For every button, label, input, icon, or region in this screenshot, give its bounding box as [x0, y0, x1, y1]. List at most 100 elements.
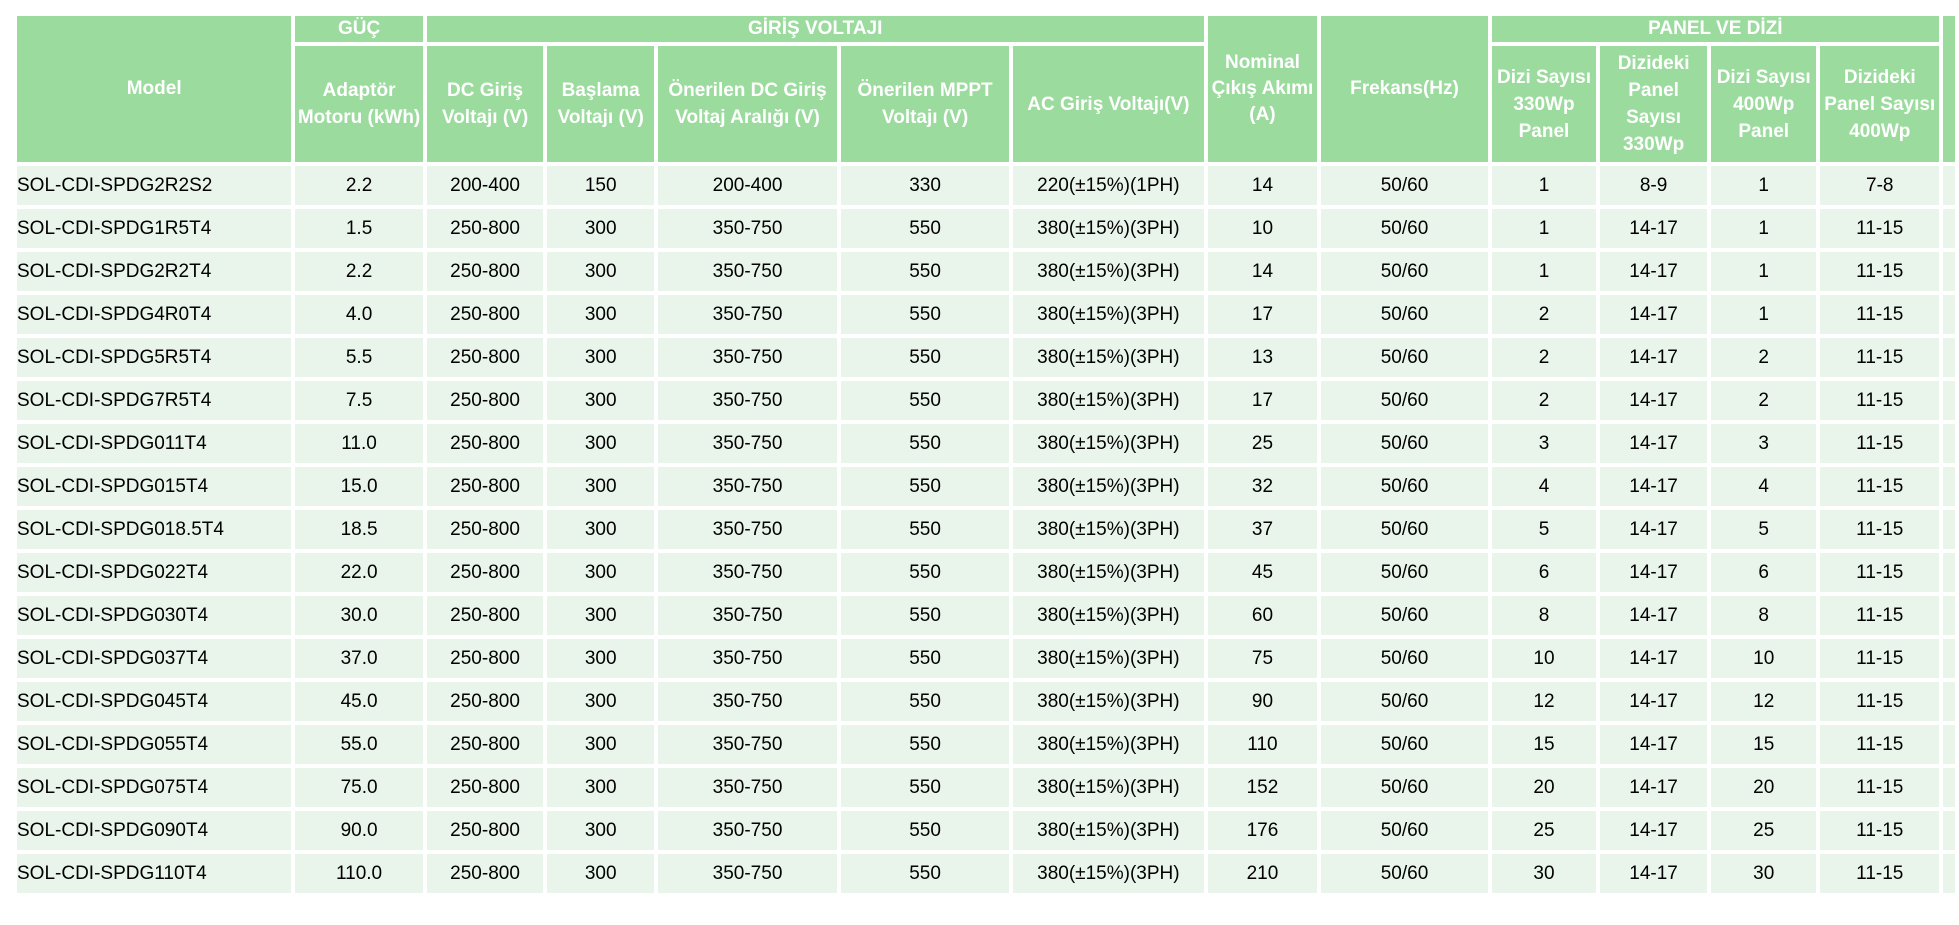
cell-model: SOL-CDI-SPDG011T4 — [17, 424, 292, 463]
cell-value: 14-17 — [1600, 811, 1707, 850]
cell-value: 11-15 — [1820, 252, 1940, 291]
table-row: SOL-CDI-SPDG5R5T4 5.5 250-800 300 350-750 550… — [17, 338, 1955, 377]
cell-value: 550 — [841, 811, 1010, 850]
cell-value: 14-17 — [1600, 295, 1707, 334]
cell-value: 11-15 — [1820, 682, 1940, 721]
cell-value: 350-750 — [658, 725, 838, 764]
table-row: SOL-CDI-SPDG018.5T4 18.5 250-800 300 350-750… — [17, 510, 1955, 549]
column-header-adapter-motor: Adaptör Motoru (kWh) — [295, 46, 423, 162]
cell-value: 50/60 — [1321, 811, 1488, 850]
table-row: SOL-CDI-SPDG090T4 90.0 250-800 300 350-750 55… — [17, 811, 1955, 850]
column-header-array-count-400wp: Dizi Sayısı 400Wp Panel — [1710, 46, 1817, 162]
cell-value: 8 — [1491, 596, 1597, 635]
cell-value: 37.0 — [295, 639, 423, 678]
table-row: SOL-CDI-SPDG022T4 22.0 250-800 300 350-750 55… — [17, 553, 1955, 592]
cell-value: 14-17 — [1600, 424, 1707, 463]
cell-value: 350-750 — [658, 424, 838, 463]
group-header-row: Model GÜÇ GİRİŞ VOLTAJI Nominal Çıkış Ak… — [17, 16, 1955, 162]
cell-value: 350-750 — [658, 596, 838, 635]
cell-value: 300 — [547, 725, 655, 764]
cell-value: 250-800 — [426, 768, 544, 807]
cell-value: 350-750 — [658, 510, 838, 549]
cell-value: 152 — [1207, 768, 1318, 807]
cutoff-column-cell — [1943, 854, 1955, 893]
cell-value: 13 — [1207, 338, 1318, 377]
cell-value: 75 — [1207, 639, 1318, 678]
cell-value: 380(±15%)(3PH) — [1013, 639, 1204, 678]
cell-value: 50/60 — [1321, 381, 1488, 420]
cutoff-column-cell — [1943, 768, 1955, 807]
cell-value: 14-17 — [1600, 467, 1707, 506]
cell-value: 11-15 — [1820, 510, 1940, 549]
cell-value: 350-750 — [658, 467, 838, 506]
cell-value: 250-800 — [426, 682, 544, 721]
cell-model: SOL-CDI-SPDG015T4 — [17, 467, 292, 506]
cell-value: 2.2 — [295, 166, 423, 205]
cutoff-column-cell — [1943, 811, 1955, 850]
cell-value: 20 — [1491, 768, 1597, 807]
cell-value: 90.0 — [295, 811, 423, 850]
cell-value: 11-15 — [1820, 209, 1940, 248]
cell-value: 1 — [1491, 166, 1597, 205]
cell-value: 250-800 — [426, 381, 544, 420]
cell-value: 14 — [1207, 252, 1318, 291]
cell-value: 25 — [1491, 811, 1597, 850]
cutoff-column-cell — [1943, 338, 1955, 377]
cell-value: 37 — [1207, 510, 1318, 549]
cell-value: 550 — [841, 252, 1010, 291]
table-row: SOL-CDI-SPDG011T4 11.0 250-800 300 350-750 55… — [17, 424, 1955, 463]
cell-value: 75.0 — [295, 768, 423, 807]
cell-value: 1.5 — [295, 209, 423, 248]
cell-value: 60 — [1207, 596, 1318, 635]
cell-value: 350-750 — [658, 854, 838, 893]
cell-value: 250-800 — [426, 596, 544, 635]
cell-model: SOL-CDI-SPDG1R5T4 — [17, 209, 292, 248]
cell-value: 380(±15%)(3PH) — [1013, 209, 1204, 248]
cell-value: 55.0 — [295, 725, 423, 764]
column-header-start-voltage: Başlama Voltajı (V) — [547, 46, 655, 162]
cell-value: 350-750 — [658, 553, 838, 592]
cell-value: 550 — [841, 295, 1010, 334]
cutoff-column-cell — [1943, 467, 1955, 506]
cell-model: SOL-CDI-SPDG037T4 — [17, 639, 292, 678]
cutoff-column-cell — [1943, 209, 1955, 248]
cutoff-column-cell — [1943, 596, 1955, 635]
cell-value: 14-17 — [1600, 338, 1707, 377]
cell-value: 15 — [1491, 725, 1597, 764]
table-row: SOL-CDI-SPDG045T4 45.0 250-800 300 350-750 55… — [17, 682, 1955, 721]
group-header-power: GÜÇ — [295, 16, 423, 42]
cell-model: SOL-CDI-SPDG075T4 — [17, 768, 292, 807]
cutoff-column-cell — [1943, 682, 1955, 721]
cell-value: 50/60 — [1321, 252, 1488, 291]
table-row: SOL-CDI-SPDG075T4 75.0 250-800 300 350-750 55… — [17, 768, 1955, 807]
cell-value: 380(±15%)(3PH) — [1013, 467, 1204, 506]
cell-model: SOL-CDI-SPDG055T4 — [17, 725, 292, 764]
cell-model: SOL-CDI-SPDG090T4 — [17, 811, 292, 850]
cell-value: 11-15 — [1820, 854, 1940, 893]
cell-value: 14-17 — [1600, 854, 1707, 893]
cell-value: 250-800 — [426, 811, 544, 850]
cell-value: 110 — [1207, 725, 1318, 764]
cell-value: 550 — [841, 596, 1010, 635]
cell-value: 14-17 — [1600, 639, 1707, 678]
column-header-dc-input-voltage: DC Giriş Voltajı (V) — [426, 46, 544, 162]
table-row: SOL-CDI-SPDG2R2T4 2.2 250-800 300 350-750 550… — [17, 252, 1955, 291]
cell-value: 12 — [1710, 682, 1817, 721]
group-header-input-voltage: GİRİŞ VOLTAJI — [426, 16, 1204, 42]
cell-value: 17 — [1207, 381, 1318, 420]
cell-value: 330 — [841, 166, 1010, 205]
cell-value: 14-17 — [1600, 209, 1707, 248]
cell-value: 110.0 — [295, 854, 423, 893]
cell-value: 380(±15%)(3PH) — [1013, 338, 1204, 377]
cell-value: 350-750 — [658, 252, 838, 291]
cell-value: 7-8 — [1820, 166, 1940, 205]
cell-value: 350-750 — [658, 295, 838, 334]
cell-model: SOL-CDI-SPDG018.5T4 — [17, 510, 292, 549]
cell-value: 11-15 — [1820, 381, 1940, 420]
cell-value: 380(±15%)(3PH) — [1013, 768, 1204, 807]
column-header-panels-per-array-400wp: Dizideki Panel Sayısı 400Wp — [1820, 46, 1940, 162]
cell-value: 350-750 — [658, 381, 838, 420]
cell-value: 11-15 — [1820, 639, 1940, 678]
cell-value: 3 — [1491, 424, 1597, 463]
cell-model: SOL-CDI-SPDG7R5T4 — [17, 381, 292, 420]
